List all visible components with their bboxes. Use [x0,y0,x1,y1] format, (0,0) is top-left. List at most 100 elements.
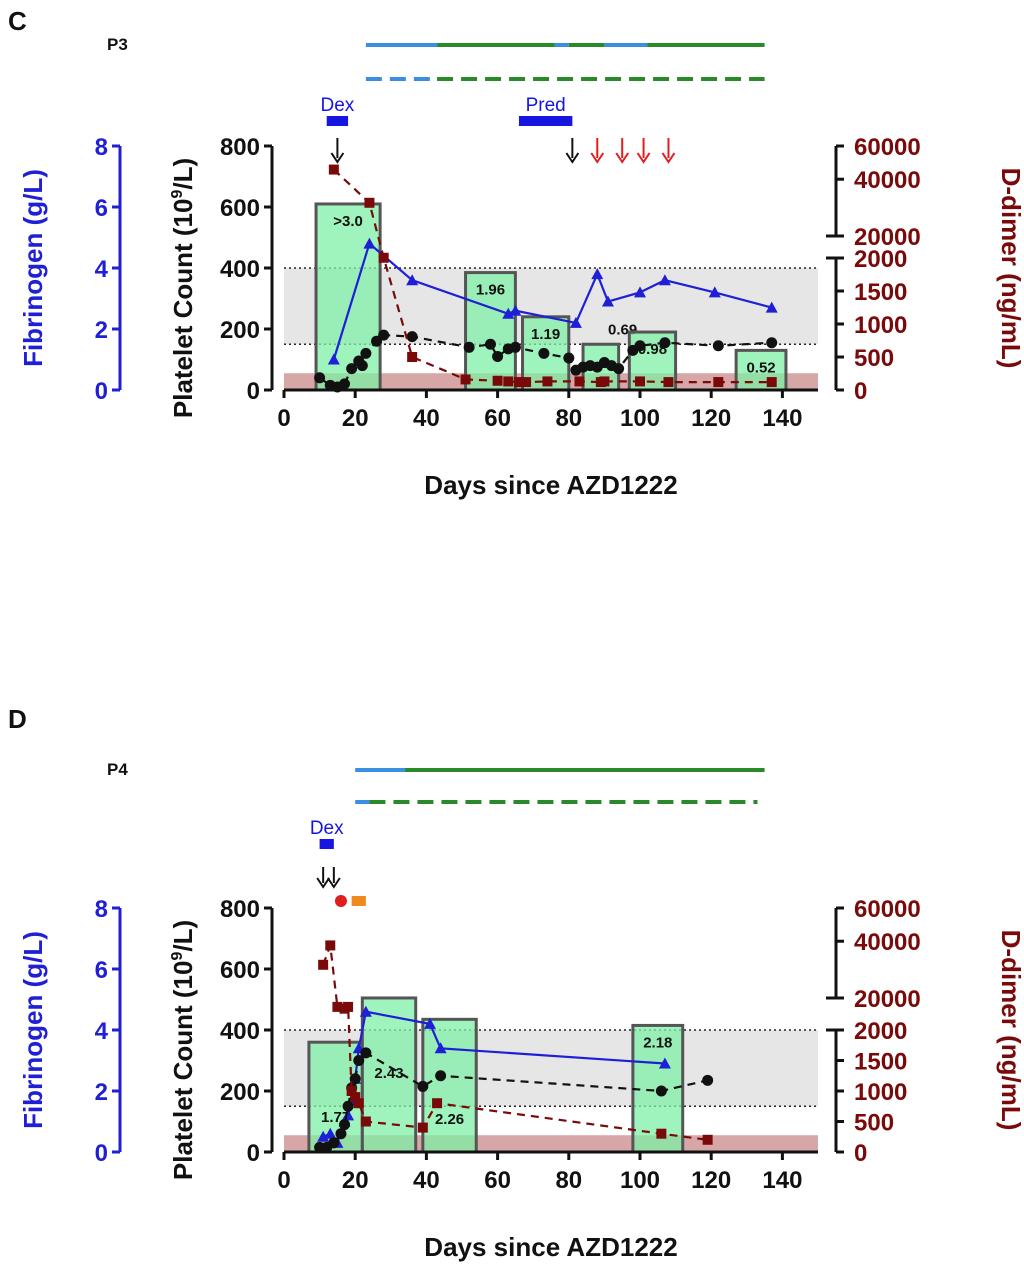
ddimer-point [574,376,585,387]
x-tick-label: 20 [342,405,369,432]
fibrinogen-point [658,274,671,286]
ddimer-point [417,1122,428,1133]
platelet-bar [314,202,382,392]
platelet-point [563,352,575,364]
ddimer-point [460,374,471,385]
fibrinogen-point [363,237,376,249]
ddimer-point [713,377,724,388]
fibrinogen-point [406,274,419,286]
series-line [332,241,772,360]
ddimer-point [325,940,336,951]
x-tick-label: 0 [277,405,290,432]
bar-label: 0.52 [746,359,775,376]
x-tick-label: 40 [413,405,440,432]
fibrinogen-point [317,1130,330,1142]
platelet-tick-label: 400 [220,1018,260,1045]
ddimer-tick-label: 2000 [854,1018,907,1045]
black-arrow-head [565,152,580,164]
platelet-point [339,378,351,390]
x-axis-label: Days since AZD1222 [424,1232,677,1262]
ddimer-point [542,376,553,387]
ddimer-point [663,377,674,388]
x-tick-label: 120 [691,1167,731,1194]
ddimer-point [332,1001,343,1012]
fibrinogen-tick-label: 8 [95,896,108,923]
x-tick-label: 80 [555,405,582,432]
ddimer-point [599,376,610,387]
platelet-point [492,350,504,362]
orange-bar-marker [351,896,366,906]
steroid-bar [518,116,573,126]
red-arrow-head [636,152,651,164]
ddimer-point [513,377,524,388]
fibrinogen-tick-label: 2 [95,1079,108,1106]
platelet-point [509,341,521,353]
platelet-axis-label: Platelet Count (109/L) [168,158,198,418]
platelet-point [339,1119,351,1131]
ddimer-tick-label: 60000 [854,896,921,923]
fibrinogen-point [634,286,646,298]
black-arrow-head [316,877,330,889]
fibrinogen-point [601,295,614,307]
x-tick-label: 140 [762,1167,802,1194]
ddimer-tick-label: 40000 [854,167,921,194]
bar-label: 2.26 [435,1111,464,1128]
platelet-point [655,1085,667,1097]
platelet-point [538,347,550,359]
ddimer-tick-label: 1500 [854,1049,907,1076]
platelet-tick-label: 600 [220,195,260,222]
ddimer-tick-label: 2000 [854,246,907,273]
platelet-tick-label: 0 [247,378,260,405]
ddimer-reference-band [284,1135,818,1152]
platelet-point [702,1074,714,1086]
fibrinogen-point [509,304,522,316]
ddimer-point [503,376,514,387]
platelet-point [766,337,778,349]
platelet-axis-label: Platelet Count (109/L) [168,920,198,1180]
platelet-point [360,1047,372,1059]
fibrinogen-tick-label: 6 [95,957,108,984]
ddimer-tick-label: 1000 [854,1079,907,1106]
red-dot-marker [334,895,347,907]
platelet-point [328,1137,340,1149]
ddimer-point [492,375,503,386]
ddimer-tick-label: 0 [854,1140,867,1167]
steroid-bar [319,839,334,849]
bar-label: >3.0 [333,213,363,230]
platelet-point [335,1128,347,1140]
platelet-point [378,329,390,341]
steroid-label: Dex [310,818,344,839]
platelet-point [634,340,646,352]
platelet-point [342,1100,354,1112]
platelet-point [349,1073,361,1085]
ddimer-point [364,197,375,208]
platelet-tick-label: 800 [220,896,260,923]
fibrinogen-axis-label: Fibrinogen (g/L) [18,931,48,1129]
x-tick-label: 60 [484,1167,511,1194]
x-tick-label: 0 [277,1167,290,1194]
fibrinogen-point [359,1005,372,1017]
panel-letter: C [8,6,27,36]
ddimer-tick-label: 0 [854,378,867,405]
platelet-point [353,1055,365,1066]
ddimer-point [378,252,389,263]
fibrinogen-point [708,286,721,298]
platelet-point [371,335,383,347]
bar-label: 1.19 [531,326,560,343]
platelet-point [346,363,358,375]
platelet-point [613,363,625,375]
x-tick-label: 100 [620,1167,660,1194]
ddimer-point [350,1092,361,1103]
ddimer-point [635,376,645,387]
ddimer-point [656,1128,667,1139]
ddimer-point [360,1116,371,1127]
ddimer-point [432,1098,443,1109]
red-arrow-head [661,152,676,164]
x-tick-label: 140 [762,405,802,432]
ddimer-tick-label: 40000 [854,929,921,956]
fibrinogen-point [324,1127,337,1139]
fibrinogen-tick-label: 0 [95,378,108,405]
fibrinogen-point [434,1042,447,1054]
fibrinogen-tick-label: 2 [95,317,108,344]
